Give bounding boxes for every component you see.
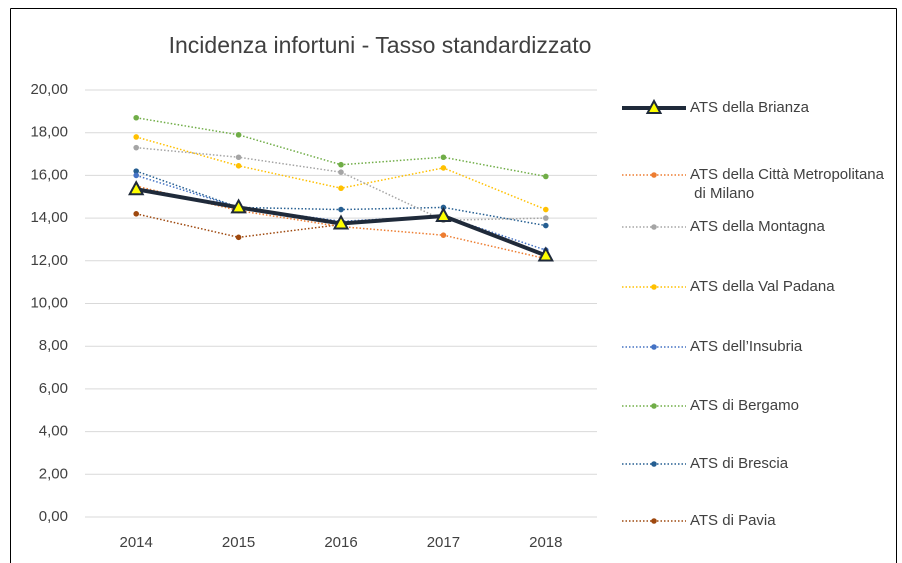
marker xyxy=(338,185,344,192)
marker xyxy=(537,246,554,262)
legend-item: ATS dell’Insubria xyxy=(622,338,803,355)
y-tick-label: 4,00 xyxy=(39,423,68,440)
y-tick-label: 20,00 xyxy=(30,81,68,98)
marker xyxy=(133,134,139,140)
marker xyxy=(133,114,139,121)
x-tick-label: 2018 xyxy=(529,534,562,551)
legend-item: ATS di Pavia xyxy=(622,512,776,529)
marker xyxy=(435,206,452,222)
marker xyxy=(543,222,549,229)
legend-label: ATS della Val Padana xyxy=(690,278,835,295)
legend-item: ATS di Bergamo xyxy=(622,397,799,414)
series xyxy=(128,180,554,262)
marker xyxy=(332,214,350,230)
marker xyxy=(338,161,344,168)
marker xyxy=(235,154,242,161)
legend-item: ATS della Montagna xyxy=(622,218,825,235)
legend-item: ATS della Brianza xyxy=(622,98,810,116)
legend-label: ATS della Montagna xyxy=(690,218,825,235)
data-line xyxy=(136,117,546,178)
y-tick-label: 0,00 xyxy=(39,508,68,525)
marker xyxy=(133,211,139,217)
marker xyxy=(440,154,447,161)
marker xyxy=(230,198,247,214)
legend-label: ATS della Brianza xyxy=(690,99,810,116)
marker xyxy=(440,232,447,238)
x-tick-label: 2017 xyxy=(427,534,460,551)
marker xyxy=(543,215,549,221)
marker xyxy=(651,284,657,290)
marker xyxy=(651,518,657,524)
marker xyxy=(338,169,344,175)
legend-label: ATS di Pavia xyxy=(690,512,776,529)
x-tick-label: 2014 xyxy=(120,534,153,551)
y-tick-label: 14,00 xyxy=(30,209,68,226)
y-tick-label: 2,00 xyxy=(39,465,68,482)
marker xyxy=(543,206,549,213)
marker xyxy=(133,144,139,151)
y-tick-label: 12,00 xyxy=(30,252,68,269)
marker xyxy=(645,98,663,114)
legend-label: ATS dell’Insubria xyxy=(690,338,803,355)
x-tick-label: 2016 xyxy=(324,534,357,551)
marker xyxy=(235,162,242,169)
chart-title: Incidenza infortuni - Tasso standardizza… xyxy=(169,32,592,58)
marker xyxy=(128,180,145,196)
marker xyxy=(440,165,447,171)
marker xyxy=(133,168,139,174)
legend-label: ATS della Città Metropolitana di Milano xyxy=(690,166,885,202)
legend-label: ATS di Bergamo xyxy=(690,397,799,414)
marker xyxy=(235,132,242,138)
y-tick-label: 18,00 xyxy=(30,124,68,141)
series xyxy=(133,134,549,213)
marker xyxy=(651,403,657,409)
y-tick-label: 6,00 xyxy=(39,380,68,397)
legend-item: ATS della Città Metropolitana di Milano xyxy=(622,166,885,202)
legend-item: ATS della Val Padana xyxy=(622,278,835,295)
y-tick-label: 10,00 xyxy=(30,294,68,311)
marker xyxy=(651,461,657,467)
data-line xyxy=(136,146,546,221)
marker xyxy=(133,172,139,179)
legend-item: ATS di Brescia xyxy=(622,455,789,472)
x-tick-label: 2015 xyxy=(222,534,255,551)
y-tick-label: 16,00 xyxy=(30,166,68,183)
marker xyxy=(235,234,242,241)
y-tick-label: 8,00 xyxy=(39,337,68,354)
marker xyxy=(651,172,657,178)
marker xyxy=(651,344,657,350)
marker xyxy=(543,173,549,180)
marker xyxy=(338,206,344,213)
marker xyxy=(651,224,657,230)
legend-label: ATS di Brescia xyxy=(690,455,789,472)
series xyxy=(133,114,549,180)
